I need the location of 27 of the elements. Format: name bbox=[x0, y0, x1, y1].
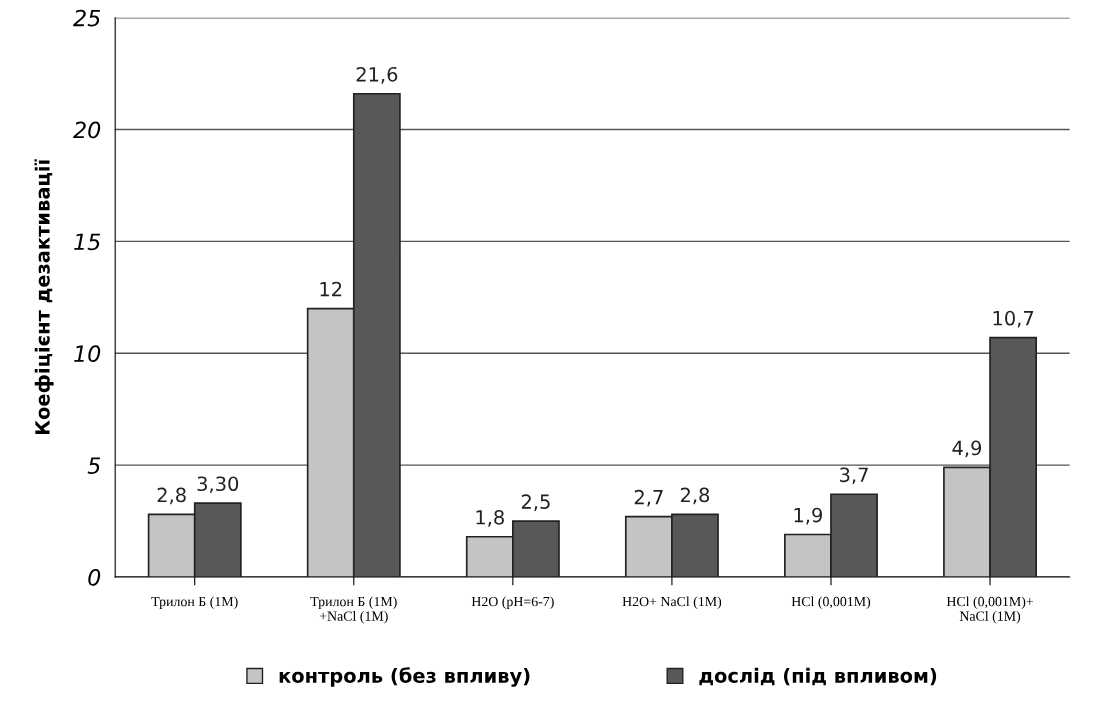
y-tick-label: 5 bbox=[87, 457, 101, 474]
data-label: 1,9 bbox=[794, 507, 823, 525]
x-tick-label: HCl (0,001M) bbox=[791, 596, 871, 610]
x-tick-label: Трилон Б (1M) bbox=[151, 596, 238, 610]
y-tick-label: 20 bbox=[73, 121, 101, 139]
x-tick-label: Трилон Б (1M) +NaCl (1M) bbox=[310, 596, 397, 624]
data-label: 2,7 bbox=[634, 489, 663, 507]
legend-label: дослід (під впливом) bbox=[699, 667, 937, 686]
x-tick-label: H2O+ NaCl (1M) bbox=[622, 596, 722, 610]
data-label: 1,8 bbox=[476, 509, 504, 527]
data-label: 3,7 bbox=[840, 467, 868, 485]
x-tick-label: HCl (0,001M)+ NaCl (1M) bbox=[946, 596, 1034, 624]
data-label: 12 bbox=[320, 281, 342, 297]
data-label: 21,6 bbox=[356, 66, 398, 84]
y-tick-label: 10 bbox=[74, 345, 101, 363]
data-label: 10,7 bbox=[993, 310, 1034, 328]
y-tick-label: 25 bbox=[73, 9, 101, 27]
data-label: 2,5 bbox=[521, 494, 550, 511]
legend-label: контроль (без впливу) bbox=[279, 667, 530, 687]
y-axis-title: Коефіцієнт дезактивації bbox=[34, 159, 54, 435]
y-tick-label: 0 bbox=[88, 568, 101, 586]
data-label: 2,8 bbox=[157, 487, 186, 505]
data-label: 2,8 bbox=[680, 487, 710, 505]
data-label: 4,9 bbox=[952, 440, 982, 458]
data-label: 3,30 bbox=[197, 476, 239, 494]
y-tick-label: 15 bbox=[74, 233, 101, 251]
x-tick-label: H2O (pH=6-7) bbox=[471, 596, 554, 610]
